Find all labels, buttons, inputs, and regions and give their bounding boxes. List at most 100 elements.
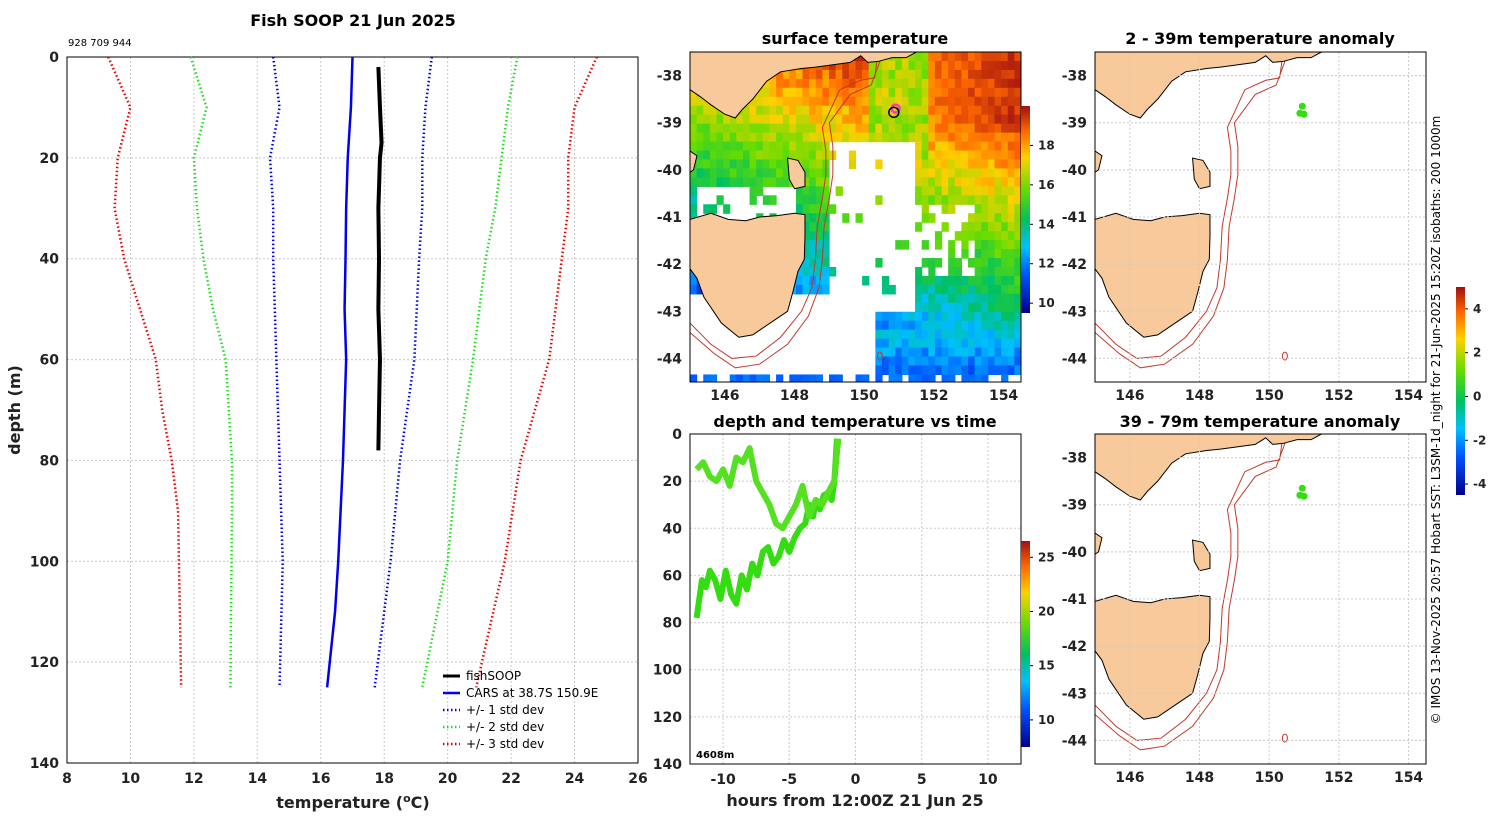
sst-pixel: [895, 338, 903, 349]
sst-pixel: [987, 249, 996, 259]
sst-pixel: [1021, 88, 1028, 98]
sst-pixel: [948, 266, 956, 277]
sst-pixel: [961, 114, 969, 125]
sst-pixel: [1007, 52, 1015, 62]
sst-pixel: [749, 96, 757, 107]
sst-pixel: [795, 132, 804, 143]
timeseries-corner-label: 4608m: [696, 750, 734, 761]
sst-pixel: [822, 141, 830, 152]
sst-pixel: [789, 96, 797, 107]
sst-pixel: [723, 177, 731, 187]
sst-pixel: [1007, 365, 1015, 376]
sst-pixel: [749, 374, 757, 382]
sst-pixel: [875, 78, 883, 89]
sst-pixel: [723, 132, 731, 143]
sst-pixel: [822, 275, 830, 286]
sst-x-tick: 148: [780, 388, 809, 404]
sst-pixel: [822, 87, 830, 98]
sst-pixel: [921, 329, 929, 340]
sst-pixel: [908, 87, 916, 98]
sst-pixel: [756, 96, 764, 107]
sst-pixel: [875, 365, 883, 376]
profile-y-tick: 100: [30, 554, 59, 570]
sst-pixel: [934, 168, 943, 178]
sst-pixel: [776, 105, 784, 116]
sst-pixel: [968, 123, 976, 134]
profile-x-label: temperature (oC): [276, 792, 429, 812]
sst-pixel: [769, 177, 777, 187]
profile-x-tick: 14: [248, 771, 268, 787]
sst-pixel: [736, 374, 744, 382]
sst-pixel: [974, 52, 982, 62]
sst-pixel: [987, 105, 996, 116]
sst-pixel: [921, 293, 929, 304]
sst-pixel: [915, 87, 923, 98]
sst-pixel: [1007, 240, 1015, 250]
sst-pixel: [941, 204, 949, 214]
sst-pixel: [948, 320, 956, 331]
sst-pixel: [994, 311, 1002, 322]
anom2-x-tick: 154: [1394, 770, 1423, 786]
sst-pixel: [981, 374, 989, 382]
sst-pixel: [776, 177, 784, 187]
sst-pixel: [974, 123, 982, 134]
timeseries-y-tick: 120: [653, 710, 682, 726]
sst-pixel: [948, 275, 956, 286]
sst-pixel: [895, 311, 903, 322]
sst-pixel: [934, 338, 943, 349]
sst-pixel: [948, 52, 956, 62]
sst-pixel: [690, 96, 698, 107]
sst-pixel: [776, 78, 784, 89]
colorbar-tick: 4: [1473, 302, 1481, 316]
sst-pixel: [1001, 374, 1009, 382]
sst-pixel: [822, 105, 830, 116]
sst-pixel: [948, 338, 956, 349]
sst-pixel: [968, 105, 976, 116]
sst-pixel: [756, 150, 764, 161]
sst-pixel: [941, 293, 949, 304]
sst-pixel: [1001, 329, 1009, 340]
timeseries-y-tick: 100: [653, 663, 682, 679]
sst-pixel: [842, 105, 850, 116]
sst-pixel: [921, 159, 929, 170]
sst-pixel: [968, 114, 976, 125]
sst-pixel: [901, 60, 910, 71]
sst-pixel: [1014, 213, 1021, 223]
sst-pixel: [934, 60, 943, 71]
sst-pixel: [994, 320, 1002, 331]
sst-pixel: [809, 87, 817, 98]
sst-pixel: [961, 320, 969, 331]
sst-pixel: [848, 132, 857, 143]
sst-pixel: [934, 159, 943, 170]
sst-pixel: [1007, 105, 1015, 116]
sst-pixel: [815, 204, 823, 214]
colorbar-tick: 15: [1038, 659, 1055, 673]
sst-pixel: [895, 356, 903, 367]
sst-pixel: [915, 69, 923, 80]
sst-pixel: [709, 159, 718, 170]
sst-pixel: [881, 356, 890, 367]
sst-pixel: [934, 329, 943, 340]
sst-pixel: [709, 123, 718, 134]
sst-pixel: [895, 132, 903, 143]
sst-pixel: [875, 114, 883, 125]
sst-pixel: [1007, 141, 1015, 152]
sst-pixel: [782, 177, 790, 187]
sst-pixel: [709, 105, 718, 116]
sst-pixel: [696, 141, 704, 152]
sst-pixel: [696, 159, 704, 170]
sst-pixel: [815, 87, 823, 98]
sst-y-tick: -38: [657, 69, 682, 85]
sst-pixel: [987, 240, 996, 250]
anom1-isobath-1000: [1095, 52, 1289, 369]
sst-pixel: [709, 150, 718, 161]
sst-pixel: [881, 78, 890, 89]
sst-pixel: [994, 347, 1002, 358]
sst-pixel: [981, 159, 989, 170]
sst-pixel: [994, 258, 1002, 268]
sst-pixel: [888, 87, 896, 98]
sst-pixel: [1014, 186, 1021, 196]
sst-pixel: [716, 177, 724, 187]
profile-y-tick: 140: [30, 756, 59, 772]
sst-pixel: [875, 96, 883, 107]
